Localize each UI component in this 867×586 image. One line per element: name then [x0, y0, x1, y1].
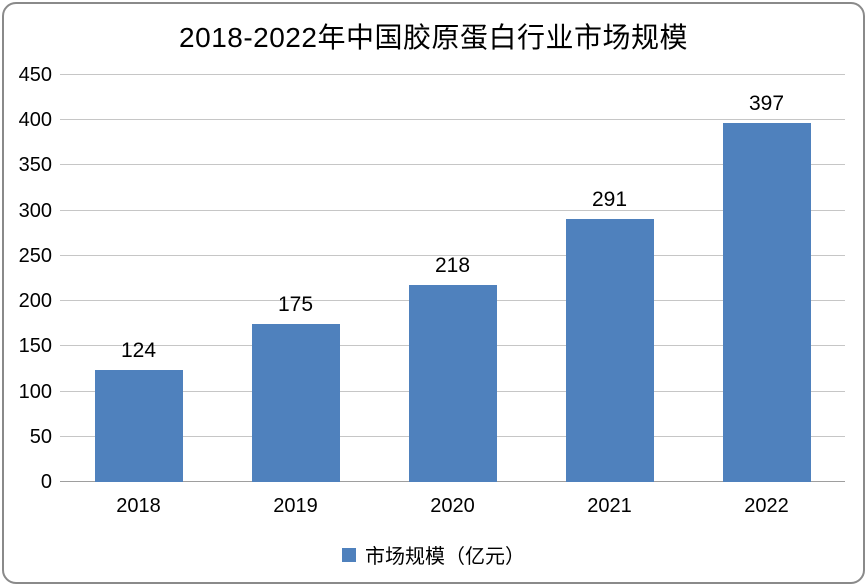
y-axis-tick-label: 350 — [18, 154, 52, 177]
bar-2021 — [565, 218, 654, 482]
gridline — [60, 119, 845, 121]
y-axis-tick-label: 200 — [18, 290, 52, 313]
bar-2022 — [722, 122, 811, 482]
x-axis-tick-label: 2021 — [587, 495, 632, 517]
data-label-2018: 124 — [120, 338, 157, 362]
chart-title: 2018-2022年中国胶原蛋白行业市场规模 — [179, 22, 688, 53]
y-axis-tick-label: 100 — [18, 380, 52, 403]
y-axis-tick-label: 0 — [40, 471, 52, 493]
legend: 市场规模（亿元） — [0, 540, 867, 569]
x-axis-labels: 2018 2019 2020 2021 2022 — [60, 493, 845, 519]
y-axis-tick-label: 300 — [18, 199, 52, 222]
y-axis-tick-label: 150 — [18, 335, 52, 358]
y-axis-tick-label: 450 — [18, 64, 52, 86]
x-axis-tick-label: 2019 — [273, 495, 318, 517]
x-axis-tick-label: 2020 — [430, 495, 475, 517]
legend-label: 市场规模（亿元） — [365, 546, 525, 568]
plot-area: 124 175 218 291 397 — [60, 74, 845, 482]
data-label-2020: 218 — [434, 253, 471, 277]
gridline — [60, 164, 845, 166]
y-axis-tick-label: 250 — [18, 244, 52, 267]
y-axis-labels: 0 50 100 150 200 250 300 350 400 450 — [8, 64, 52, 493]
gridline — [60, 74, 845, 75]
bar-2019 — [251, 323, 340, 482]
gridline — [60, 209, 845, 211]
bar-2018 — [94, 369, 183, 482]
x-axis-tick-label: 2018 — [116, 495, 161, 517]
y-axis-tick-label: 50 — [29, 425, 52, 448]
x-axis-tick-label: 2022 — [744, 495, 789, 517]
bar-2020 — [408, 284, 497, 482]
data-label-2021: 291 — [591, 187, 628, 211]
data-label-2019: 175 — [277, 292, 314, 316]
gridline — [60, 254, 845, 256]
data-label-2022: 397 — [748, 91, 785, 115]
legend-square-icon — [342, 547, 356, 562]
y-axis-tick-label: 400 — [18, 109, 52, 132]
